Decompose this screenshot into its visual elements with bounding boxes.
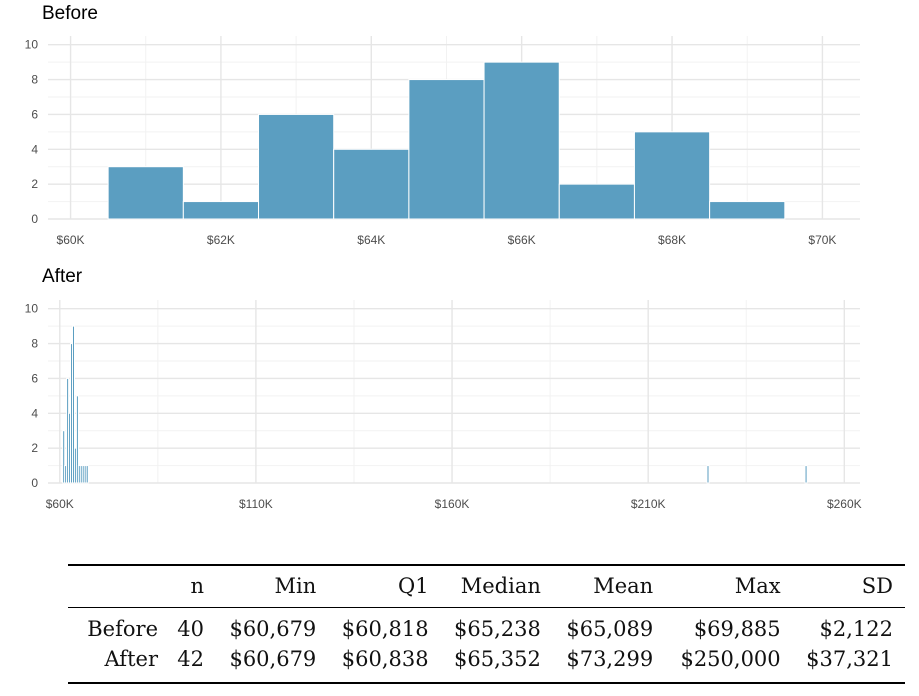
histogram-bar — [71, 325, 75, 484]
histogram-bar — [706, 465, 710, 484]
histogram-bar — [804, 465, 808, 484]
histogram-bar — [258, 113, 335, 220]
table-header-cell: n — [190, 574, 204, 598]
histogram-bar — [483, 61, 560, 220]
table-cell: $60,679 — [229, 647, 317, 671]
after-histogram: 0 2 4 6 8 10 $60K $110K $160K $210K $260K — [25, 300, 862, 511]
histogram-bar — [558, 183, 635, 220]
histogram-bar — [107, 166, 184, 220]
table-cell: $2,122 — [819, 617, 893, 641]
x-tick-label: $66K — [508, 233, 536, 247]
table-row: Before 40 $60,679 $60,818 $65,238 $65,08… — [68, 608, 905, 645]
histogram-bar — [408, 79, 485, 220]
table-cell: 42 — [177, 647, 204, 671]
table-header-cell: SD — [861, 574, 893, 598]
x-tick-label: $210K — [631, 497, 666, 511]
x-tick-label: $160K — [435, 497, 470, 511]
table-cell: $65,089 — [566, 617, 654, 641]
summary-statistics-table: n Min Q1 Median Mean Max SD Before 40 $6… — [68, 564, 905, 684]
table-cell: $60,838 — [341, 647, 429, 671]
y-tick-label: 0 — [31, 476, 38, 490]
table-cell: After — [104, 647, 158, 671]
before-chart-title: Before — [42, 3, 98, 24]
table-header-cell: Min — [274, 574, 317, 598]
table-cell: Before — [87, 617, 158, 641]
table-cell: $250,000 — [680, 647, 781, 671]
table-cell: $37,321 — [806, 647, 893, 671]
table-header-cell: Mean — [593, 574, 654, 598]
table-header-cell: Q1 — [398, 574, 429, 598]
table-header-cell: Max — [734, 574, 781, 598]
table-row: After 42 $60,679 $60,838 $65,352 $73,299… — [68, 644, 905, 683]
table-header-row: n Min Q1 Median Mean Max SD — [68, 565, 905, 608]
y-tick-label: 2 — [31, 177, 38, 191]
x-tick-label: $60K — [57, 233, 85, 247]
table-cell: $69,885 — [693, 617, 781, 641]
table-cell: $60,679 — [229, 617, 317, 641]
histogram-bar — [85, 465, 89, 484]
x-tick-label: $68K — [658, 233, 686, 247]
y-tick-label: 6 — [31, 107, 38, 121]
table-header-cell — [68, 565, 170, 608]
y-tick-label: 6 — [31, 371, 38, 385]
table-cell: $73,299 — [566, 647, 654, 671]
y-tick-label: 8 — [31, 337, 38, 351]
histogram-bar — [182, 201, 260, 220]
table-cell: $60,818 — [341, 617, 429, 641]
y-tick-label: 0 — [31, 212, 38, 226]
y-tick-label: 10 — [25, 38, 39, 52]
x-tick-label: $260K — [827, 497, 862, 511]
table-cell: $65,238 — [454, 617, 541, 641]
y-tick-label: 4 — [31, 406, 38, 420]
x-tick-label: $110K — [239, 497, 273, 511]
histogram-bar — [75, 395, 79, 484]
before-histogram: 0 2 4 6 8 10 $60K $62K $64K $66K $68K $70K — [25, 36, 860, 247]
y-tick-label: 8 — [31, 73, 38, 87]
x-tick-label: $64K — [357, 233, 385, 247]
y-tick-label: 2 — [31, 441, 38, 455]
table-cell: 40 — [177, 617, 204, 641]
table-header-cell: Median — [460, 574, 541, 598]
x-tick-label: $70K — [808, 233, 836, 247]
histogram-bar — [333, 148, 410, 220]
x-tick-label: $62K — [207, 233, 235, 247]
histogram-bar — [633, 131, 711, 220]
y-tick-label: 4 — [31, 142, 38, 156]
y-tick-label: 10 — [25, 302, 39, 316]
x-tick-label: $60K — [46, 497, 74, 511]
table-cell: $65,352 — [454, 647, 541, 671]
histogram-bar — [709, 201, 786, 220]
histogram-bar — [62, 430, 66, 484]
after-chart-title: After — [42, 266, 83, 287]
